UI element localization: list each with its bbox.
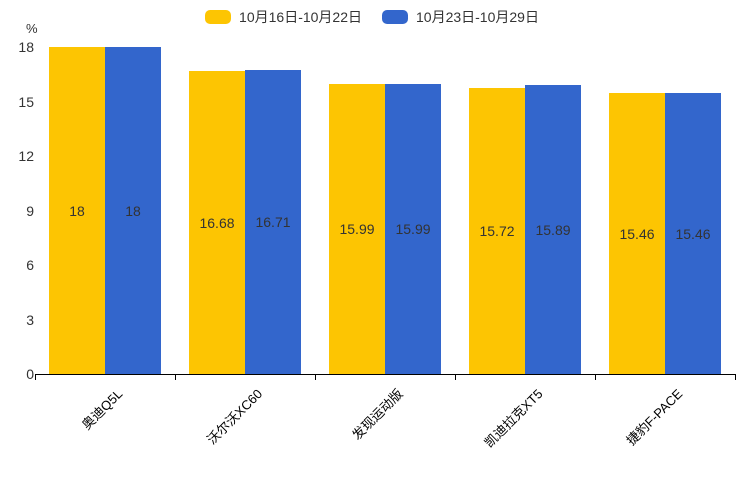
legend-swatch-week2 — [382, 10, 408, 24]
bar-series1-沃尔沃XC60[interactable] — [189, 71, 245, 374]
bar-series2-凯迪拉克XT5[interactable] — [525, 85, 581, 374]
bar-series2-沃尔沃XC60[interactable] — [245, 70, 301, 374]
legend-label-week1: 10月16日-10月22日 — [239, 9, 362, 25]
x-axis-category-label: 捷豹F-PACE — [623, 386, 686, 449]
y-axis-tick-label: 15 — [18, 93, 34, 110]
y-axis-tick-label: 9 — [26, 202, 34, 219]
bar-series1-凯迪拉克XT5[interactable] — [469, 88, 525, 374]
x-axis-tick-mark — [175, 375, 176, 380]
x-axis-tick-mark — [315, 375, 316, 380]
bar-value-label: 16.68 — [199, 214, 235, 231]
bar-value-label: 15.46 — [619, 225, 655, 242]
bar-series1-捷豹F-PACE[interactable] — [609, 93, 665, 374]
x-axis-line — [35, 374, 736, 375]
bar-value-label: 16.71 — [255, 214, 291, 230]
legend-item-week1[interactable]: 10月16日-10月22日 — [205, 7, 362, 27]
y-axis-tick-label: 3 — [26, 311, 34, 328]
bar-series2-奥迪Q5L[interactable] — [105, 47, 161, 374]
bar-value-label: 18 — [69, 202, 85, 219]
bar-series1-发现运动版[interactable] — [329, 84, 385, 374]
bar-value-label: 18 — [125, 202, 141, 219]
y-axis-tick-label: 0 — [26, 366, 34, 382]
x-axis-category-label: 沃尔沃XC60 — [204, 386, 266, 448]
y-axis-tick-label: 12 — [18, 148, 34, 164]
x-axis-tick-mark — [735, 375, 736, 380]
x-axis-category-label: 奥迪Q5L — [79, 386, 126, 433]
legend-swatch-week1 — [205, 10, 232, 24]
bar-series1-奥迪Q5L[interactable] — [49, 47, 105, 374]
bar-value-label: 15.89 — [535, 221, 571, 238]
y-axis-tick-label: 18 — [18, 39, 34, 55]
legend: 10月16日-10月22日 10月23日-10月29日 — [0, 7, 744, 27]
x-axis-category-label: 发现运动版 — [349, 386, 406, 443]
legend-item-week2[interactable]: 10月23日-10月29日 — [382, 7, 539, 27]
bar-value-label: 15.99 — [339, 221, 375, 237]
bar-value-label: 15.99 — [395, 221, 431, 237]
bar-series2-发现运动版[interactable] — [385, 84, 441, 374]
bar-value-label: 15.46 — [675, 225, 711, 242]
x-axis-tick-mark — [35, 375, 36, 380]
x-axis-tick-mark — [595, 375, 596, 380]
x-axis-tick-mark — [455, 375, 456, 380]
bar-value-label: 15.72 — [479, 223, 515, 239]
plot-area: 18 18 16.68 16.71 15.99 15.99 15.72 15.89 15.46 1… — [35, 47, 735, 374]
y-axis-unit-label: % — [26, 21, 38, 36]
legend-label-week2: 10月23日-10月29日 — [416, 9, 539, 25]
x-axis-category-label: 凯迪拉克XT5 — [481, 386, 546, 451]
bar-series2-捷豹F-PACE[interactable] — [665, 93, 721, 374]
y-axis-tick-label: 6 — [26, 257, 34, 273]
